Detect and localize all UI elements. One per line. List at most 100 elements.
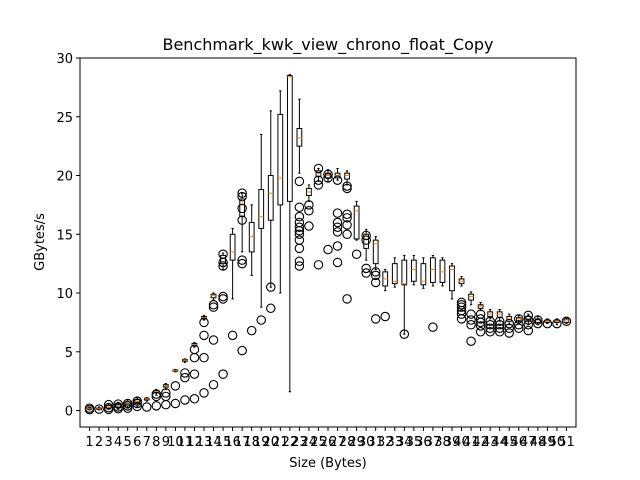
x-tick-label: 4 (114, 435, 122, 450)
x-tick-label: 35 (406, 435, 423, 450)
flier-point (199, 388, 209, 398)
flier-point (294, 211, 305, 222)
flier-point (533, 318, 543, 329)
flier-point (113, 402, 123, 412)
flier-point (504, 318, 514, 329)
x-tick-label: 9 (162, 435, 170, 450)
flier-point (514, 320, 524, 330)
flier-point (237, 345, 247, 356)
flier-point (132, 396, 142, 406)
flier-point (323, 244, 333, 255)
x-tick-label: 33 (386, 435, 403, 450)
flier-point (218, 261, 228, 271)
box-body (449, 265, 455, 292)
flier-point (151, 389, 162, 399)
box-36 (420, 257, 427, 289)
box-body (391, 263, 398, 285)
x-tick-label: 29 (348, 435, 365, 450)
x-tick-label: 1 (85, 435, 93, 450)
box-28 (342, 170, 352, 304)
box-42 (475, 301, 486, 337)
box-44 (494, 308, 505, 337)
x-tick-label: 49 (539, 435, 556, 450)
box-body (496, 311, 503, 319)
x-tick-label: 40 (453, 435, 470, 450)
box-body (468, 293, 474, 301)
flier-point (84, 403, 95, 413)
box-11 (180, 358, 190, 405)
box-31 (370, 236, 381, 324)
x-tick-label: 43 (482, 435, 499, 450)
x-tick-label: 6 (133, 435, 141, 450)
box-4 (113, 399, 123, 414)
flier-point (332, 175, 343, 185)
box-body (210, 293, 217, 299)
box-body (353, 205, 360, 240)
flier-point (380, 311, 390, 322)
y-tick-label: 0 (65, 405, 73, 420)
box-35 (410, 254, 417, 286)
flier-point (237, 258, 247, 269)
box-14 (208, 292, 219, 390)
flier-point (494, 316, 505, 326)
box-body (220, 254, 226, 265)
box-29 (351, 200, 362, 260)
flier-point (561, 316, 572, 326)
box-12 (189, 341, 200, 404)
flier-point (332, 217, 343, 228)
plot-marks (84, 73, 572, 415)
flier-point (180, 395, 190, 405)
flier-point (199, 317, 209, 328)
chart-title: Benchmark_kwk_view_chrono_float_Copy (162, 35, 493, 55)
flier-point (246, 325, 257, 336)
x-tick-label: 20 (262, 435, 279, 450)
box-body (420, 263, 427, 286)
box-body (229, 233, 236, 261)
flier-point (170, 381, 181, 391)
flier-point (218, 249, 228, 260)
x-tick-label: 34 (396, 435, 413, 450)
box-body (296, 128, 303, 147)
flier-point (266, 303, 276, 314)
flier-point (552, 318, 562, 329)
box-32 (380, 269, 390, 322)
flier-point (294, 222, 305, 232)
box-18 (246, 204, 257, 336)
box-27 (332, 167, 343, 268)
flier-point (227, 330, 238, 341)
x-tick-label: 23 (291, 435, 308, 450)
box-41 (466, 291, 476, 346)
flier-point (294, 217, 305, 228)
x-tick-label: 37 (425, 435, 442, 450)
box-6 (132, 396, 142, 412)
flier-point (456, 300, 467, 310)
flier-point (218, 369, 228, 379)
box-26 (323, 169, 333, 255)
box-body (439, 259, 446, 283)
box-body (267, 175, 274, 221)
flier-point (494, 323, 505, 334)
x-tick-label: 41 (463, 435, 480, 450)
y-tick-label: 10 (56, 287, 73, 302)
flier-point (342, 183, 352, 194)
flier-point (199, 352, 209, 363)
flier-point (103, 402, 114, 413)
flier-point (189, 344, 200, 355)
x-axis: 1 2 3 4 5 6 7 8 91011121314151617181920212223242… (85, 427, 575, 450)
flier-point (475, 321, 486, 331)
x-tick-label: 25 (310, 435, 327, 450)
box-25 (313, 163, 324, 270)
flier-point (456, 297, 467, 308)
flier-point (533, 315, 543, 325)
y-axis-label: GBytes/s (33, 213, 48, 271)
flier-point (237, 188, 247, 198)
box-30 (361, 229, 371, 278)
x-tick-label: 30 (358, 435, 375, 450)
flier-point (332, 222, 343, 232)
flier-point (485, 323, 495, 334)
flier-point (332, 257, 343, 268)
box-37 (428, 254, 438, 332)
flier-point (113, 399, 123, 409)
flier-point (304, 200, 314, 210)
